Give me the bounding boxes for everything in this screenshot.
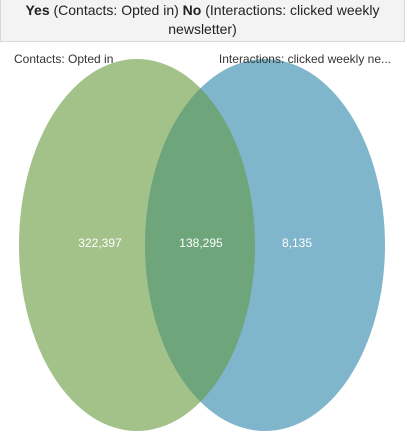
overlap-region bbox=[145, 59, 255, 431]
title-part: Yes bbox=[25, 2, 50, 18]
value-label: 322,397 bbox=[78, 236, 122, 250]
set-label: Interactions: clicked weekly ne... bbox=[219, 52, 391, 66]
value-label: 8,135 bbox=[282, 236, 312, 250]
chart-title: Yes (Contacts: Opted in) No (Interaction… bbox=[0, 0, 405, 42]
title-part: No bbox=[182, 2, 202, 18]
title-part: (Interactions: clicked weekly newsletter… bbox=[168, 2, 380, 37]
title-part: (Contacts: Opted in) bbox=[53, 2, 179, 18]
value-label: 138,295 bbox=[179, 236, 223, 250]
chart: Contacts: Opted in Interactions: clicked … bbox=[14, 52, 391, 431]
set-label: Contacts: Opted in bbox=[14, 52, 113, 66]
